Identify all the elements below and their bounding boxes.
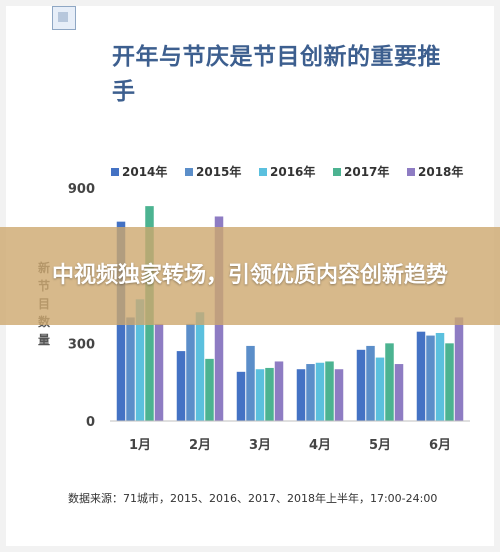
bar-5-2	[435, 332, 445, 421]
bar-3-4	[334, 369, 344, 421]
y-tick-label-2: 900	[68, 182, 95, 197]
x-tick-label-2: 3月	[249, 438, 271, 453]
legend-swatch-3	[333, 168, 341, 176]
legend-label-2: 2016年	[270, 164, 315, 179]
legend-swatch-1	[185, 168, 193, 176]
x-tick-label-4: 5月	[369, 438, 391, 453]
source-note: 数据来源：71城市，2015、2016、2017、2018年上半年，17:00-…	[68, 492, 438, 505]
legend-swatch-4	[407, 168, 415, 176]
bar-0-1	[126, 317, 135, 421]
bar-1-2	[195, 312, 205, 421]
bar-3-1	[306, 364, 315, 421]
bar-1-1	[186, 323, 195, 421]
bar-5-4	[454, 317, 464, 421]
bar-4-3	[385, 343, 394, 421]
legend-label-1: 2015年	[196, 164, 241, 179]
x-axis: 1月 2月 3月 4月 5月 6月	[110, 420, 470, 453]
bar-3-3	[325, 361, 334, 421]
bar-2-2	[255, 369, 265, 421]
y-tick-label-1: 300	[68, 337, 95, 352]
x-tick-label-3: 4月	[309, 438, 331, 453]
bar-4-0	[356, 349, 366, 421]
bar-0-2	[135, 299, 145, 421]
bar-2-3	[265, 367, 274, 421]
bar-2-4	[274, 361, 284, 421]
bar-4-1	[366, 345, 375, 421]
legend-swatch-0	[111, 168, 119, 176]
bar-1-0	[176, 351, 186, 421]
bar-5-1	[426, 335, 435, 421]
bar-1-3	[205, 358, 214, 421]
legend-label-3: 2017年	[344, 164, 389, 179]
bar-3-0	[296, 369, 306, 421]
bar-4-4	[394, 364, 404, 421]
legend-label-4: 2018年	[418, 164, 463, 179]
legend-label-0: 2014年	[122, 164, 167, 179]
corner-logo-icon	[52, 6, 76, 30]
overlay-banner: 中视频独家转场，引领优质内容创新趋势	[0, 227, 500, 325]
banner-headline: 中视频独家转场，引领优质内容创新趋势	[51, 263, 448, 288]
bar-2-1	[246, 345, 255, 421]
chart-title: 开年与节庆是节目创新的重要推手	[112, 44, 441, 105]
bar-5-3	[445, 343, 454, 421]
bar-4-2	[375, 357, 385, 421]
legend: 2014年 2015年 2016年 2017年 2018年	[111, 164, 463, 179]
x-tick-label-1: 2月	[189, 438, 211, 453]
bar-2-0	[236, 371, 246, 421]
bar-0-4	[154, 323, 164, 421]
y-tick-label-0: 0	[86, 415, 95, 430]
bar-5-0	[416, 331, 426, 421]
legend-swatch-2	[259, 168, 267, 176]
x-tick-label-5: 6月	[429, 438, 451, 453]
bar-3-2	[315, 362, 325, 421]
x-tick-label-0: 1月	[129, 438, 151, 453]
y-axis-label-char-4: 量	[38, 333, 50, 347]
